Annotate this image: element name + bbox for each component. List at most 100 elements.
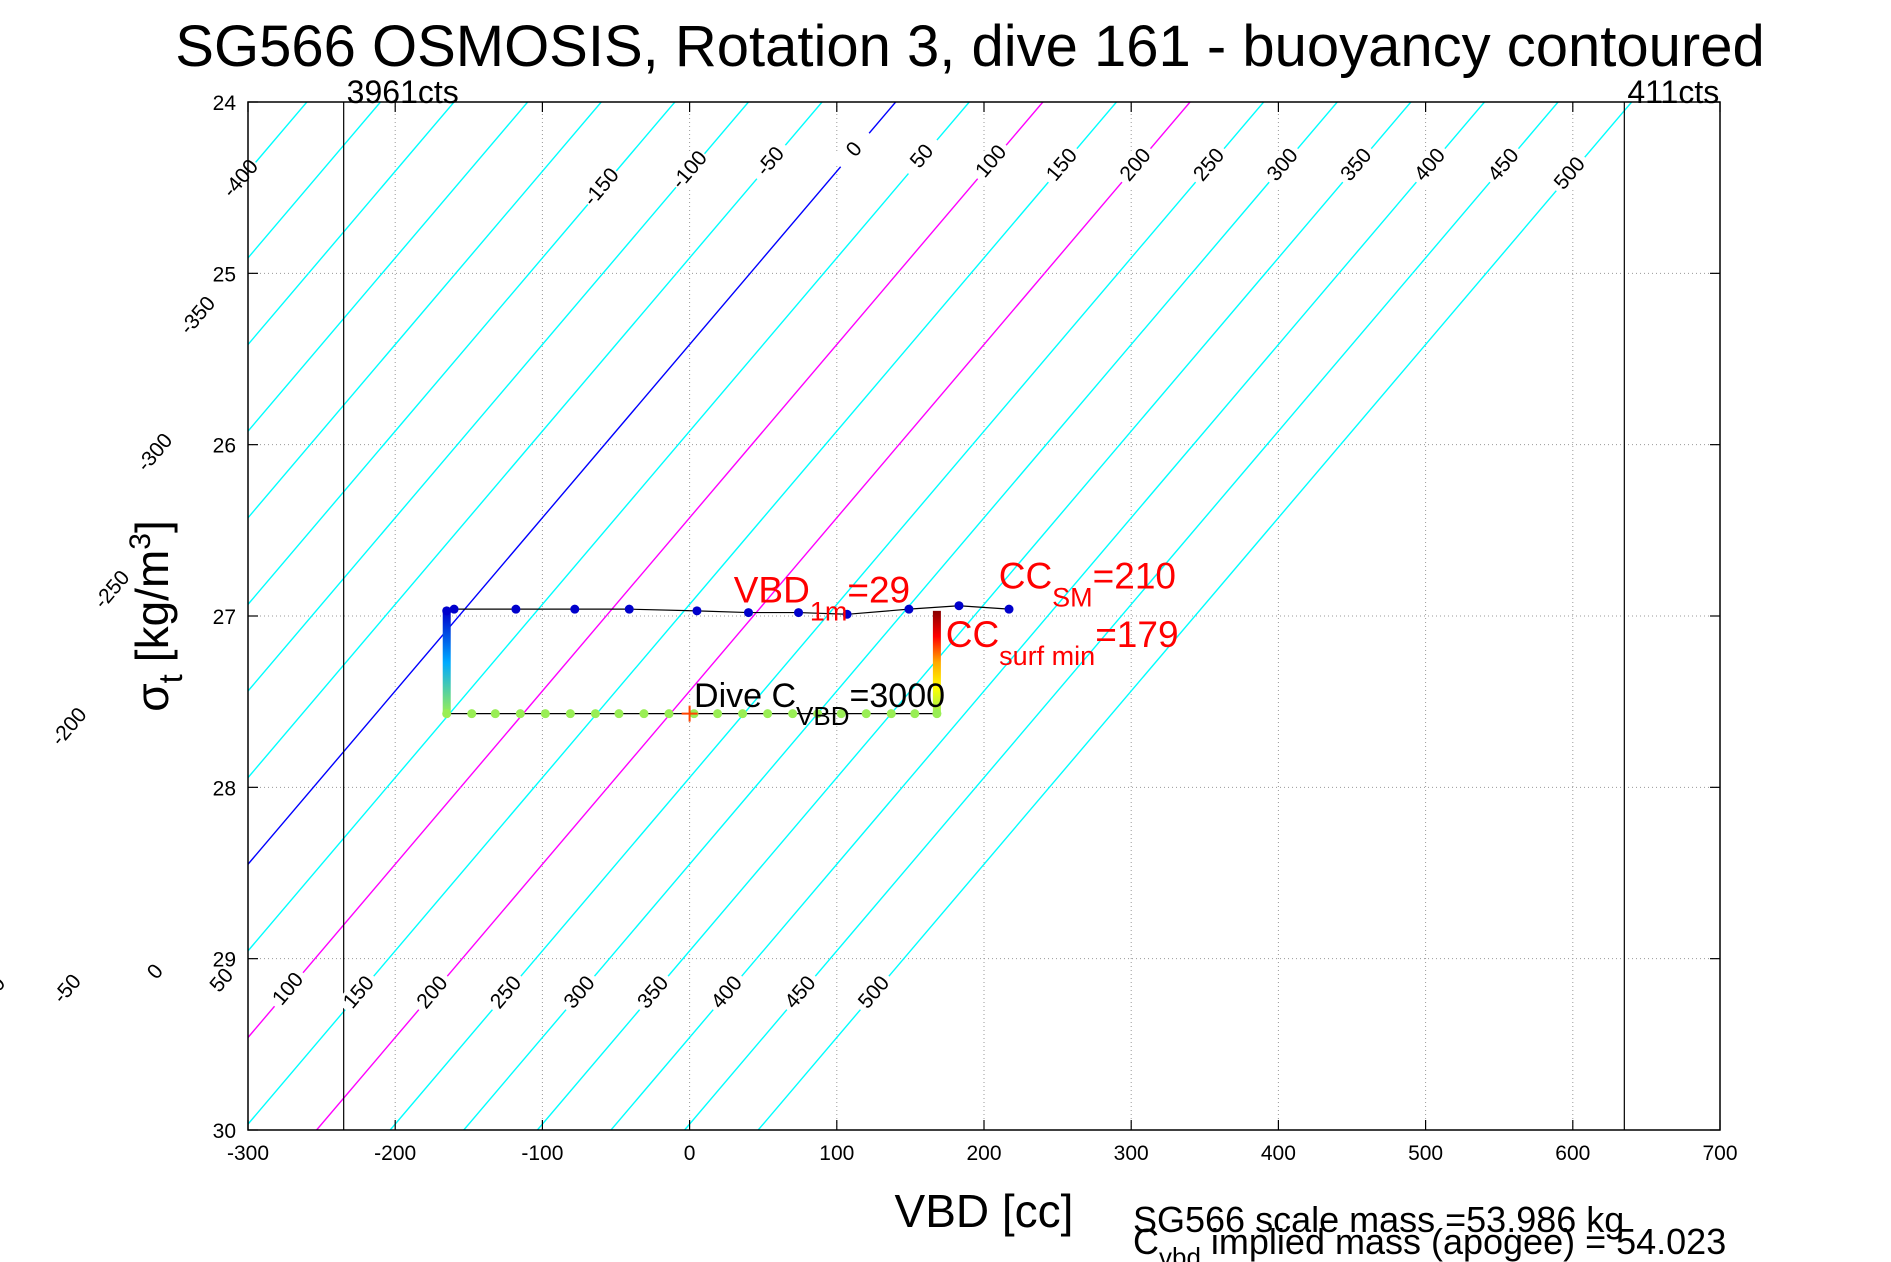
footer-cvbd-main: C (1133, 1221, 1159, 1262)
contour-line (248, 102, 970, 952)
descent-track-point (442, 606, 452, 616)
y-tick-label: 24 (213, 92, 237, 115)
x-axis-label: VBD [cc] (895, 1185, 1074, 1237)
annotation-sub: VBD (796, 701, 849, 731)
footer-implied-mass: Cvbd implied mass (apogee) = 54.023 (1133, 1221, 1726, 1262)
apogee-track-point (813, 709, 823, 719)
contour-label-bg (1039, 140, 1087, 190)
left-track-gradient (442, 610, 451, 714)
contour-label-bg (132, 947, 180, 997)
dive-track (442, 601, 1014, 722)
annotation-cc-surf-min: CCsurf min=179 (946, 614, 1179, 671)
y-tick-label: 30 (213, 1120, 236, 1143)
apogee-track-point (614, 709, 624, 719)
y-tick-label: 29 (213, 949, 236, 972)
descent-track-point (1004, 604, 1014, 614)
y-tick-label: 25 (213, 263, 236, 286)
contour-line (316, 102, 1191, 1130)
contour-label-bg (899, 132, 947, 182)
contour-label-bg (578, 163, 626, 213)
contour-label-bg (1547, 149, 1594, 199)
annotation-tail: =29 (847, 569, 910, 610)
contour-line (536, 102, 1412, 1130)
apogee-track-point (467, 709, 477, 719)
contour-label-bg (1480, 140, 1528, 190)
footer-scale-mass: SG566 scale mass =53.986 kg (1133, 1199, 1624, 1240)
apogee-track-point (664, 709, 674, 719)
contour-label-bg (1407, 140, 1455, 190)
contour-label-bg (747, 137, 795, 187)
apogee-track-point (861, 709, 871, 719)
contour-line (0, 102, 233, 1130)
apogee-track-point (886, 709, 896, 719)
apogee-track-point (836, 709, 846, 719)
contour-label-bg (851, 968, 899, 1018)
apogee-track-point (540, 709, 550, 719)
x-tick-label: 400 (1261, 1142, 1296, 1165)
apogee-track-point (515, 709, 525, 719)
descent-track-point (511, 604, 521, 614)
contour-line (389, 102, 1265, 1130)
contour-line (610, 102, 1486, 1130)
apogee-track-point (738, 709, 748, 719)
contour-label-bg (265, 964, 313, 1015)
x-tick-label: -200 (374, 1142, 416, 1165)
contour-label-bg (1186, 140, 1234, 190)
contour-line (684, 102, 1559, 1130)
annotation-sub: surf min (999, 641, 1095, 671)
contour-label-bg (777, 968, 825, 1018)
descent-track-point (842, 609, 852, 619)
x-tick-label: 100 (819, 1142, 854, 1165)
contour-label-bg (0, 971, 12, 1021)
apogee-track-point (763, 709, 773, 719)
contour-label-bg (46, 702, 94, 752)
contour-line (757, 102, 1633, 1130)
annotation-tail: =210 (1093, 556, 1176, 597)
contour-label-bg (217, 154, 265, 204)
contour-line (248, 102, 676, 606)
descent-track-point (904, 604, 914, 614)
descent-track-point (743, 608, 753, 618)
annotation-tail: =3000 (850, 677, 946, 715)
contour-label-bg (831, 125, 879, 175)
contour-label-bg (44, 964, 92, 1015)
apogee-track-point (565, 709, 575, 719)
right-track-gradient (932, 610, 941, 714)
x-tick-label: 700 (1702, 1142, 1737, 1165)
y-axis-label-unit: [kg/m (126, 550, 178, 662)
contour-label-bg (968, 137, 1016, 187)
x-tick-label: 200 (966, 1142, 1001, 1165)
contour-line (248, 102, 455, 346)
y-tick-label: 26 (213, 435, 236, 458)
contour-line (248, 102, 823, 779)
y-axis-label: σt [kg/m3] (124, 520, 189, 712)
contour-label-bg (132, 428, 180, 478)
contour-label-bg (1112, 140, 1160, 190)
descent-track-point (624, 604, 634, 614)
contour-label-bg (666, 145, 714, 196)
y-axis-label-close: ] (126, 520, 178, 533)
contour-line (248, 102, 1118, 1126)
x-tick-label: -300 (227, 1142, 269, 1165)
x-tick-label: -100 (521, 1142, 563, 1165)
y-tick-label: 28 (213, 777, 236, 800)
contour-line (248, 102, 750, 693)
vbd-limit-lines: 3961cts 411cts (343, 74, 1719, 1130)
annotation-sub: 1m (810, 596, 848, 626)
apogee-track-point (490, 709, 500, 719)
descent-track-point (570, 604, 580, 614)
contour-label-bg (175, 291, 222, 341)
contour-label-bg (630, 968, 678, 1018)
contour-line (248, 102, 602, 519)
apogee-track-point (910, 709, 920, 719)
annotation-sub: SM (1052, 583, 1093, 613)
y-tick-label: 27 (213, 606, 236, 629)
contour-line (248, 102, 897, 866)
footer-cvbd-sub: vbd (1159, 1242, 1201, 1262)
contour-label-bg (483, 968, 531, 1018)
contour-label-bg (409, 968, 457, 1018)
contour-label-bg (704, 968, 751, 1018)
contour-line (248, 102, 1044, 1039)
descent-track-point (449, 604, 459, 614)
